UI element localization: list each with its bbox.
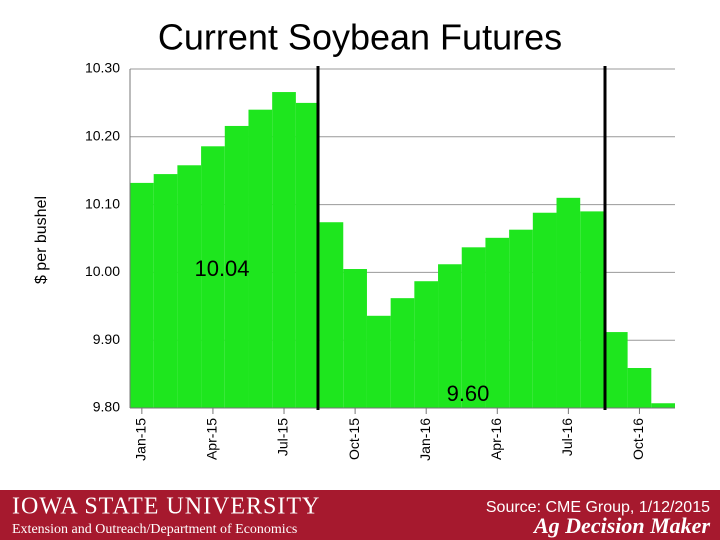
x-tick-label: Jul-15 (275, 418, 291, 456)
x-tick-label: Apr-16 (488, 418, 504, 460)
bar (224, 125, 249, 409)
bar (201, 146, 225, 409)
bar (343, 269, 367, 408)
bar (651, 403, 675, 408)
bar (485, 237, 510, 408)
y-tick-label: 10.30 (85, 60, 120, 76)
bar (248, 109, 273, 409)
source: Source: CME Group, 1/12/2015 (486, 499, 710, 516)
y-tick-label: 10.20 (85, 128, 120, 144)
footer-band (0, 490, 720, 540)
bar (153, 174, 178, 408)
bar (532, 212, 557, 408)
bar (580, 211, 604, 408)
chart-title: Current Soybean Futures (158, 17, 562, 58)
x-tick-label: Jul-16 (559, 418, 575, 456)
bar (130, 182, 154, 408)
bar (366, 315, 391, 408)
bar (603, 332, 628, 408)
plot-area: 9.80 9.90 10.00 10.10 10.20 10.30 Jan-15 Apr-15… (85, 60, 675, 461)
annotation: 10.04 (194, 256, 249, 281)
bar (414, 281, 439, 408)
y-tick-label: 9.90 (93, 331, 120, 347)
x-tick-label: Jan-16 (417, 418, 433, 461)
bar (319, 222, 344, 408)
y-axis-label: $ per bushel (33, 196, 50, 284)
x-tick-label: Oct-16 (630, 418, 646, 460)
bar (556, 197, 581, 408)
y-tick-label: 10.10 (85, 195, 120, 211)
university-name: IOWA STATE UNIVERSITY (12, 494, 320, 520)
x-tick-label: Oct-15 (346, 418, 362, 460)
bar (272, 92, 296, 408)
annotation: 9.60 (447, 381, 490, 406)
y-tick-label: 10.00 (85, 263, 120, 279)
department: Extension and Outreach/Department of Eco… (12, 522, 297, 537)
bar (295, 102, 320, 409)
brand: Ag Decision Maker (532, 513, 710, 538)
x-tick-label: Apr-15 (204, 418, 220, 460)
bar (509, 229, 533, 408)
bar (627, 367, 652, 408)
x-tick-label: Jan-15 (133, 418, 149, 461)
bar (461, 247, 486, 408)
bar (438, 264, 462, 408)
y-tick-label: 9.80 (93, 399, 120, 415)
bar (390, 298, 415, 408)
bar (177, 165, 202, 408)
